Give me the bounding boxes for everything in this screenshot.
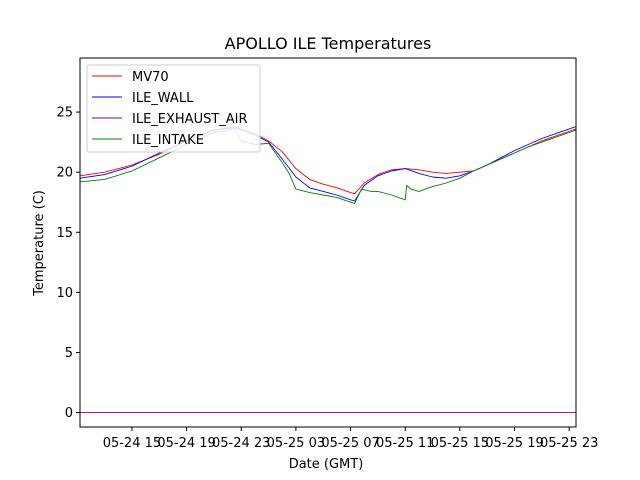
- legend-label: ILE_INTAKE: [132, 133, 204, 148]
- legend-label: MV70: [132, 70, 169, 85]
- chart-title: APOLLO ILE Temperatures: [225, 34, 432, 53]
- y-tick-label: 15: [56, 226, 73, 241]
- y-tick-label: 10: [56, 286, 73, 301]
- legend: MV70 ILE_WALL ILE_EXHAUST_AIR ILE_INTAKE: [86, 64, 261, 153]
- legend-box: [86, 64, 261, 153]
- legend-label: ILE_EXHAUST_AIR: [132, 112, 248, 127]
- x-tick-label: 05-24 23: [212, 436, 270, 451]
- x-tick-label: 05-25 19: [485, 436, 543, 451]
- legend-label: ILE_WALL: [132, 91, 194, 106]
- x-tick-label: 05-25 15: [431, 436, 489, 451]
- x-tick-label: 05-25 03: [267, 436, 325, 451]
- x-tick-label: 05-25 07: [321, 436, 379, 451]
- x-tick-label: 05-24 19: [157, 436, 215, 451]
- y-axis-label: Temperature (C): [32, 190, 47, 297]
- plot-frame: [79, 57, 577, 428]
- x-tick-label: 05-24 15: [103, 436, 161, 451]
- x-tick-label: 05-25 23: [540, 436, 598, 451]
- y-tick-label: 0: [65, 406, 73, 421]
- x-axis-label: Date (GMT): [289, 457, 364, 472]
- y-tick-label: 5: [65, 346, 73, 361]
- y-tick-label: 20: [56, 166, 73, 181]
- x-tick-label: 05-25 11: [376, 436, 434, 451]
- y-tick-label: 25: [56, 106, 73, 121]
